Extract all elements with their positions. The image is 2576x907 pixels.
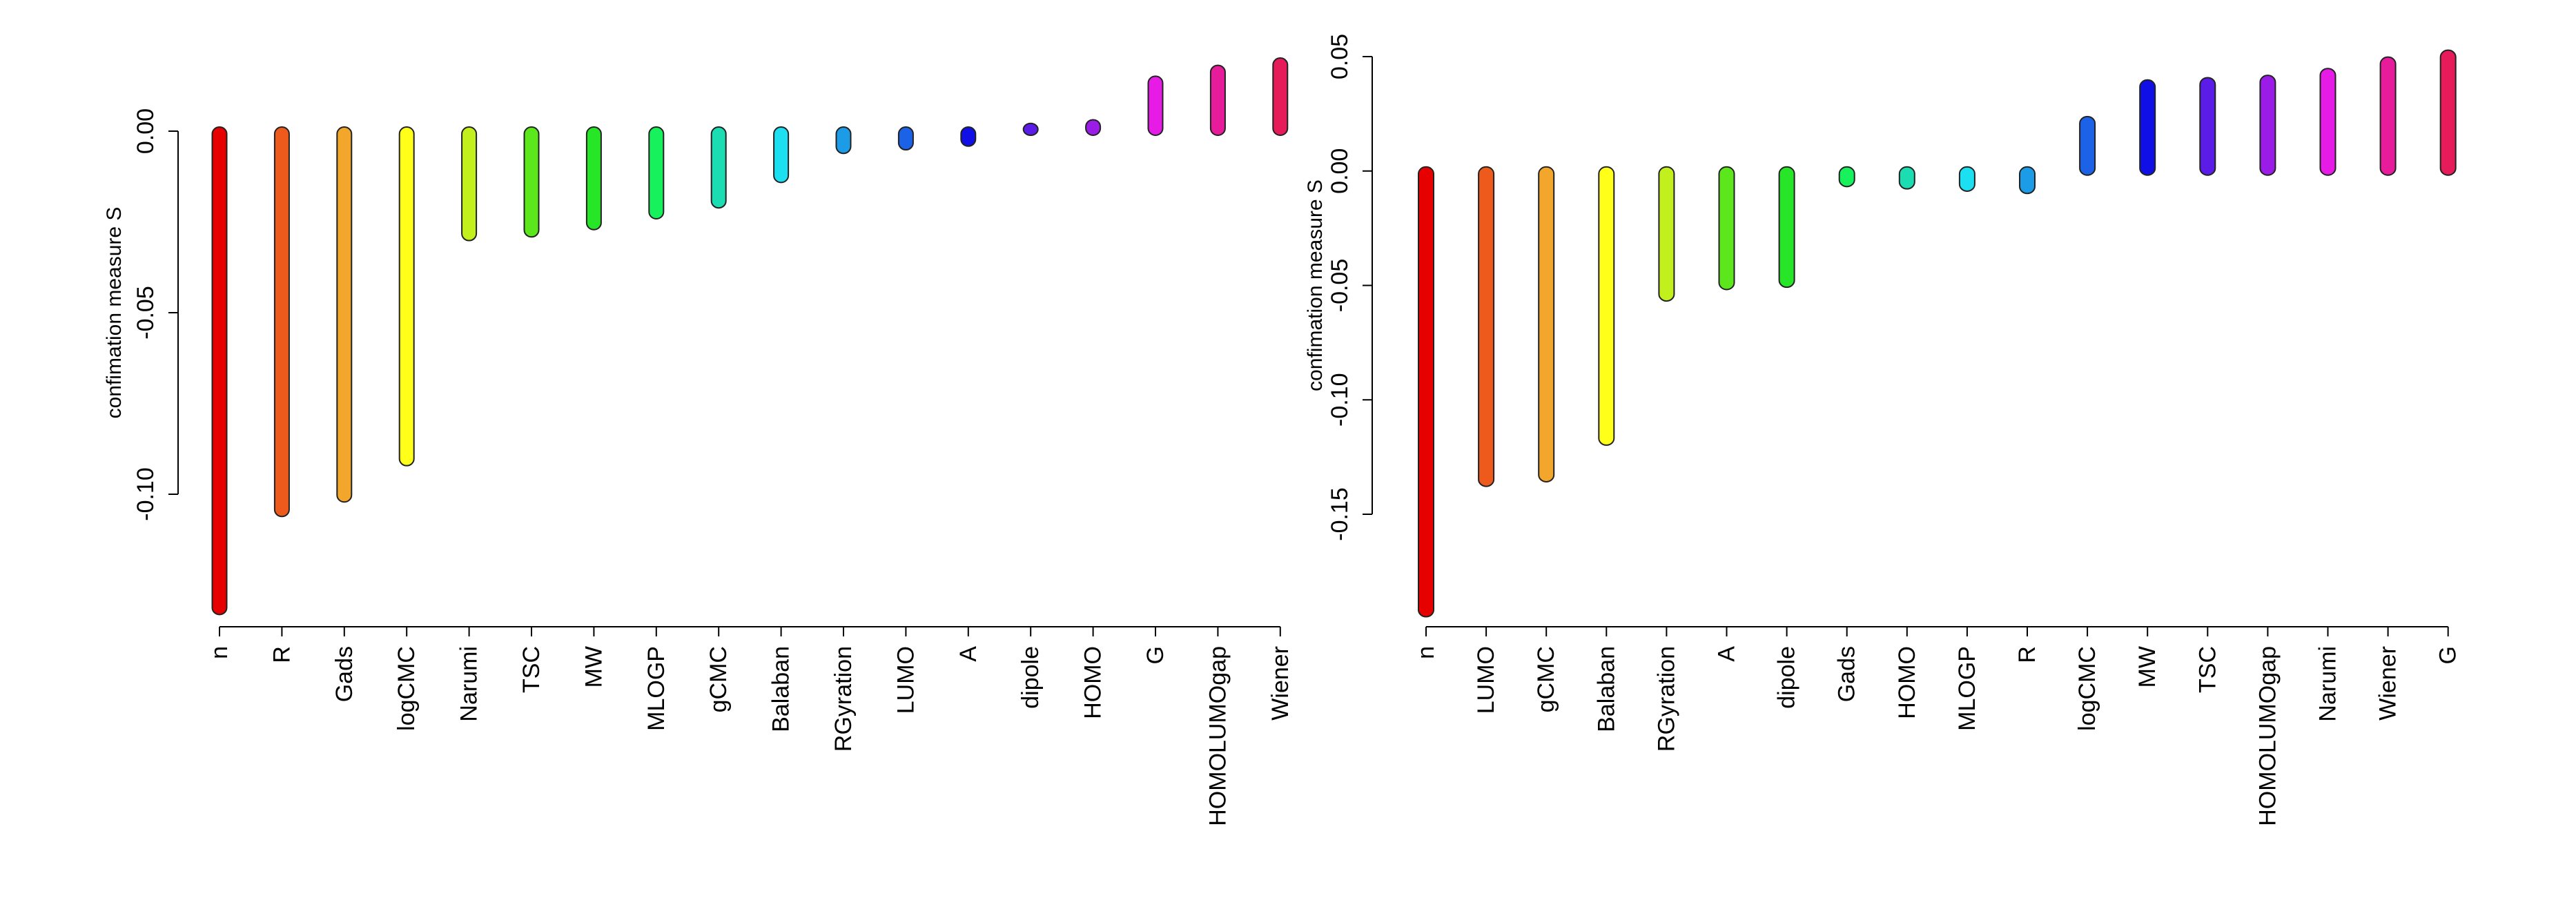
bar-HOMO bbox=[1085, 119, 1102, 136]
x-tick-label: dipole bbox=[1774, 646, 1800, 709]
bar-logCMC bbox=[398, 126, 415, 467]
x-tick-label: HOMO bbox=[1894, 646, 1920, 719]
right-chart: 0.05 0.00 -0.05 -0.10 -0.15 confimation measu… bbox=[1304, 34, 2461, 826]
x-tick-label: n bbox=[206, 646, 233, 659]
x-tick-label: RGyration bbox=[830, 646, 857, 752]
x-tick-label: A bbox=[1714, 646, 1740, 662]
bar-MW bbox=[585, 126, 602, 231]
bar-dipole bbox=[1022, 122, 1039, 137]
x-tick-label: MW bbox=[2134, 646, 2160, 687]
bar-MW bbox=[2139, 79, 2156, 176]
x-tick-label: logCMC bbox=[2074, 646, 2100, 731]
x-tick-label: Gads bbox=[331, 646, 358, 702]
bar-Wiener bbox=[2379, 56, 2397, 176]
bar-RGyration bbox=[835, 126, 852, 155]
bar-n bbox=[1418, 166, 1434, 618]
bar-LUMO bbox=[897, 126, 914, 151]
y-tick-label: 0.00 bbox=[133, 108, 159, 154]
x-tick-label: TSC bbox=[518, 646, 545, 693]
x-tick-label: G bbox=[1142, 646, 1169, 664]
x-tick-label: HOMO bbox=[1080, 646, 1106, 719]
x-tick-label: Wiener bbox=[1267, 646, 1294, 721]
bar-A bbox=[1718, 166, 1735, 291]
y-tick-label: -0.15 bbox=[1327, 487, 1353, 541]
bar-R bbox=[273, 126, 290, 518]
bar-RGyration bbox=[1658, 166, 1675, 302]
bar-LUMO bbox=[1478, 166, 1495, 487]
x-tick-label: Narumi bbox=[2315, 646, 2341, 722]
bar-MLOGP bbox=[648, 126, 665, 220]
x-tick-label: logCMC bbox=[393, 646, 420, 731]
bar-A bbox=[960, 126, 977, 147]
x-tick-label: dipole bbox=[1017, 646, 1044, 709]
x-tick-label: Gads bbox=[1834, 646, 1860, 702]
bar-dipole bbox=[1778, 166, 1795, 289]
y-tick-label: -0.10 bbox=[1327, 373, 1353, 427]
bar-n bbox=[211, 126, 228, 616]
bar-Wiener bbox=[1272, 57, 1289, 136]
bar-Balaban bbox=[773, 126, 790, 184]
bar-HOMO bbox=[1898, 166, 1915, 190]
x-tick-label: LUMO bbox=[1473, 646, 1499, 714]
bar-Balaban bbox=[1598, 166, 1615, 446]
x-tick-label: MLOGP bbox=[643, 646, 670, 731]
x-tick-label: MLOGP bbox=[1954, 646, 1980, 731]
x-tick-label: Narumi bbox=[456, 646, 482, 722]
left-chart: 0.00 -0.05 -0.10 confimation measure S n R Gad… bbox=[103, 57, 1294, 826]
y-tick-label: -0.10 bbox=[133, 467, 159, 521]
x-tick-label: LUMO bbox=[892, 646, 919, 714]
bar-G bbox=[1147, 75, 1164, 136]
y-axis-label: confimation measure S bbox=[1304, 179, 1327, 391]
bar-Gads bbox=[1838, 166, 1855, 188]
x-tick-label: n bbox=[1413, 646, 1439, 659]
bar-HOMOLUMOgap bbox=[2259, 75, 2276, 176]
bar-TSC bbox=[523, 126, 540, 238]
x-tick-label: Balaban bbox=[1593, 646, 1619, 732]
x-tick-label: gCMC bbox=[1533, 646, 1559, 712]
bar-G bbox=[2439, 49, 2457, 176]
x-tick-label: R bbox=[2014, 646, 2040, 663]
x-tick-label: gCMC bbox=[705, 646, 732, 712]
bar-TSC bbox=[2199, 77, 2216, 176]
x-tick-label: G bbox=[2435, 646, 2461, 664]
bar-HOMOLUMOgap bbox=[1209, 64, 1226, 136]
x-tick-label: HOMOLUMOgap bbox=[1204, 646, 1231, 826]
y-tick-label: -0.05 bbox=[133, 286, 159, 340]
bar-gCMC bbox=[1538, 166, 1555, 482]
bar-Gads bbox=[336, 126, 353, 503]
x-tick-label: RGyration bbox=[1653, 646, 1679, 752]
x-tick-label: A bbox=[955, 646, 982, 662]
x-tick-label: MW bbox=[580, 646, 607, 687]
bar-logCMC bbox=[2079, 115, 2096, 176]
y-tick-label: -0.05 bbox=[1327, 259, 1353, 313]
bar-Narumi bbox=[461, 126, 478, 242]
bar-MLOGP bbox=[1958, 166, 1975, 192]
x-tick-label: TSC bbox=[2194, 646, 2221, 693]
x-tick-label: Wiener bbox=[2375, 646, 2401, 721]
y-tick-label: 0.00 bbox=[1327, 148, 1353, 194]
bar-R bbox=[2019, 166, 2036, 195]
x-tick-label: Balaban bbox=[768, 646, 794, 732]
bar-gCMC bbox=[710, 126, 727, 209]
bar-Narumi bbox=[2319, 68, 2336, 176]
y-axis-label: confimation measure S bbox=[103, 207, 126, 419]
y-tick-label: 0.05 bbox=[1327, 34, 1353, 79]
x-tick-label: HOMOLUMOgap bbox=[2254, 646, 2281, 826]
x-tick-label: R bbox=[269, 646, 295, 663]
